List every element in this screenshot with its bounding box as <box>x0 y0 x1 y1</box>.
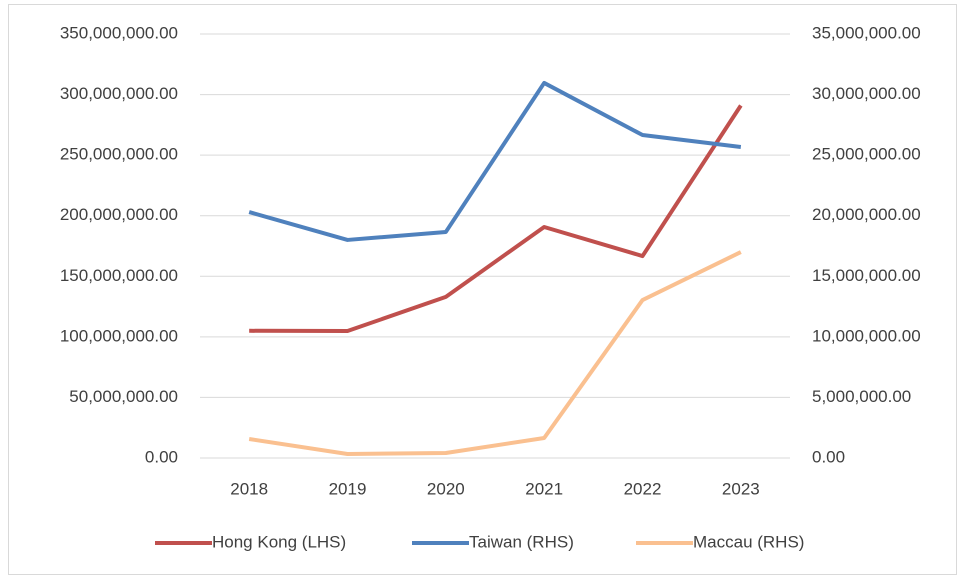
y-tick-label: 100,000,000.00 <box>60 326 178 345</box>
legend-label: Maccau (RHS) <box>693 532 804 551</box>
y-tick-label: 350,000,000.00 <box>60 23 178 42</box>
x-tick-label: 2022 <box>624 479 662 498</box>
y-tick-label: 0.00 <box>145 447 178 466</box>
x-tick-label: 2021 <box>525 479 563 498</box>
y-tick-label: 300,000,000.00 <box>60 84 178 103</box>
series-line <box>248 250 742 457</box>
y2-tick-label: 15,000,000.00 <box>812 266 921 285</box>
y2-tick-label: 30,000,000.00 <box>812 84 921 103</box>
y-tick-label: 200,000,000.00 <box>60 205 178 224</box>
y-tick-label: 50,000,000.00 <box>69 387 178 406</box>
x-tick-label: 2020 <box>427 479 465 498</box>
y2-tick-label: 20,000,000.00 <box>812 205 921 224</box>
series-line <box>249 104 743 334</box>
y-tick-label: 250,000,000.00 <box>60 145 178 164</box>
series-line <box>248 80 742 242</box>
chart-border <box>8 4 957 575</box>
y2-tick-label: 25,000,000.00 <box>812 145 921 164</box>
x-tick-label: 2018 <box>230 479 268 498</box>
y2-tick-label: 35,000,000.00 <box>812 23 921 42</box>
x-tick-label: 2019 <box>329 479 367 498</box>
y-tick-label: 150,000,000.00 <box>60 266 178 285</box>
y2-tick-label: 5,000,000.00 <box>812 387 911 406</box>
legend-label: Taiwan (RHS) <box>469 532 574 551</box>
x-tick-label: 2023 <box>722 479 760 498</box>
y2-tick-label: 0.00 <box>812 447 845 466</box>
legend-label: Hong Kong (LHS) <box>212 532 346 551</box>
y2-tick-label: 10,000,000.00 <box>812 326 921 345</box>
